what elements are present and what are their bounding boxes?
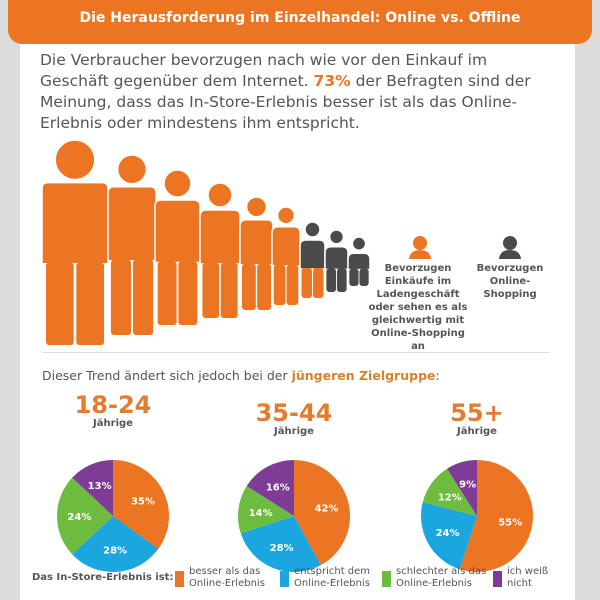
legend-swatch (382, 571, 391, 587)
pie-title: 35-44 (255, 399, 333, 427)
person-leg (257, 263, 272, 310)
person-leg (349, 268, 359, 286)
age-group-55plus: 55+ Jährige (417, 400, 537, 437)
person-leg (76, 262, 105, 345)
person-figure (154, 169, 201, 325)
intro-before: Die Verbraucher bevorzugen nach wie vor … (40, 51, 488, 90)
pie-subtitle: Jährige (457, 426, 497, 437)
person-figure (271, 206, 301, 305)
legend-label: besser als das Online-Erlebnis (189, 566, 265, 589)
person-head (276, 206, 296, 225)
legend-label: entspricht dem Online-Erlebnis (294, 566, 371, 589)
person-leg (45, 262, 74, 345)
legend-label: schlechter als das Online-Erlebnis (396, 566, 487, 589)
person-figure (299, 221, 326, 298)
person-figure (199, 182, 241, 318)
trend-before: Dieser Trend ändert sich jedoch bei der (42, 368, 292, 383)
person-leg (132, 259, 154, 335)
person-head (116, 154, 148, 185)
trend-text: Dieser Trend ändert sich jedoch bei der … (42, 368, 440, 383)
person-head (54, 139, 96, 181)
person-torso (199, 209, 241, 265)
person-figure (324, 229, 349, 292)
legend-swatch (175, 571, 184, 587)
intro-text: Die Verbraucher bevorzugen nach wie vor … (40, 50, 560, 134)
legend-online-label: Bevorzugen Online-Shopping (476, 263, 544, 300)
person-leg (157, 261, 177, 325)
person-leg (202, 263, 220, 318)
person-torso (154, 199, 201, 264)
legend-label: ich weiß nicht (507, 566, 549, 589)
person-head (304, 221, 321, 238)
person-leg (301, 268, 312, 298)
people-figures (41, 139, 521, 345)
person-leg (336, 268, 347, 292)
divider (42, 352, 550, 353)
person-head (351, 236, 367, 251)
legend-in-store-label: Bevorzugen Einkäufe im Ladengeschäft ode… (368, 263, 468, 352)
legend-title: Das In-Store-Erlebnis ist: (32, 572, 174, 583)
person-leg (241, 263, 256, 310)
intro-highlight: 73% (313, 72, 351, 90)
person-figure (41, 139, 109, 345)
person-torso (347, 252, 371, 271)
trend-after: : (435, 368, 440, 383)
intro-after: der Befragten sind der Meinung, dass das… (40, 72, 531, 132)
person-head (328, 229, 345, 245)
person-torso (41, 181, 109, 265)
person-torso (107, 186, 157, 262)
person-leg (313, 268, 324, 298)
person-leg (273, 264, 286, 305)
header-title: Die Herausforderung im Einzelhandel: Onl… (79, 10, 521, 26)
person-head (163, 169, 192, 198)
pie-title: 18-24 (74, 391, 152, 419)
legend-swatch (280, 571, 289, 587)
legend-online-icon (499, 236, 521, 259)
pie-subtitle: Jährige (93, 418, 133, 429)
person-leg (110, 259, 132, 335)
person-figure (347, 236, 371, 286)
legend-in-store-icon (409, 236, 431, 259)
person-torso (324, 246, 349, 271)
person-torso (299, 239, 326, 270)
pie-subtitle: Jährige (274, 426, 314, 437)
person-torso (271, 226, 301, 267)
person-leg (178, 261, 198, 325)
person-figure (107, 154, 157, 335)
person-leg (359, 268, 369, 286)
person-head (207, 182, 233, 208)
age-group-35-44: 35-44 Jährige (234, 400, 354, 437)
trend-highlight: jüngeren Zielgruppe (291, 368, 436, 383)
age-group-18-24: 18-24 Jährige (53, 392, 173, 429)
person-torso (239, 219, 274, 266)
person-head (245, 196, 268, 218)
pie-title: 55+ (450, 399, 504, 427)
header-banner: Die Herausforderung im Einzelhandel: Onl… (8, 0, 592, 44)
legend-swatch (493, 571, 502, 587)
person-leg (220, 263, 238, 318)
person-leg (326, 268, 337, 292)
person-figure (239, 196, 274, 310)
person-leg (286, 264, 299, 305)
